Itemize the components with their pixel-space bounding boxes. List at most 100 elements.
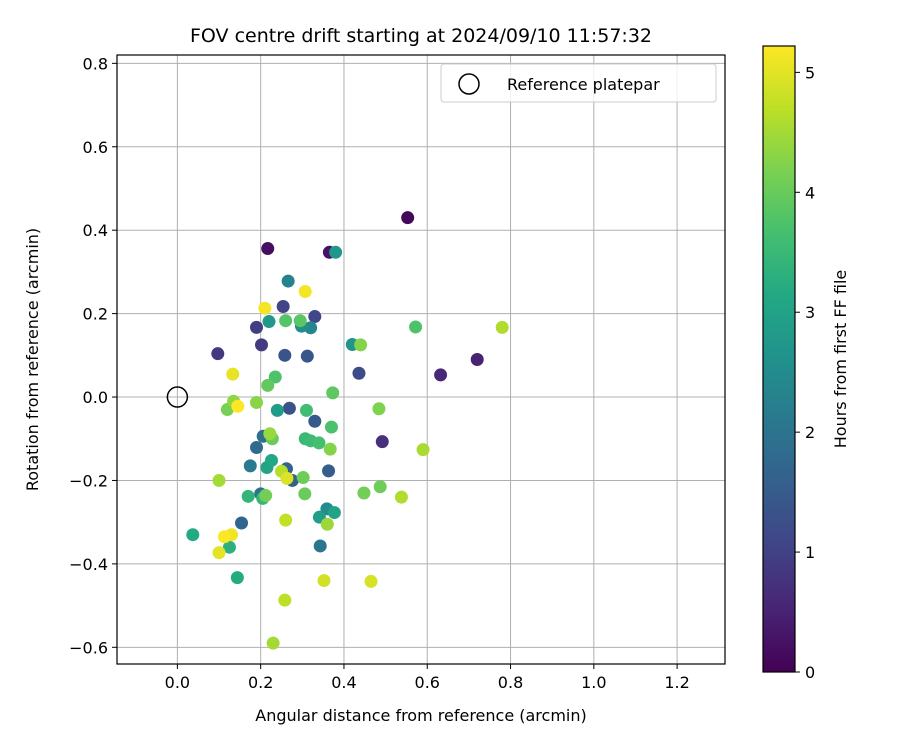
x-tick-label: 0.4: [331, 673, 356, 692]
scatter-point: [312, 436, 326, 450]
scatter-point: [241, 489, 255, 503]
colorbar-tick-label: 0: [805, 663, 815, 682]
scatter-point: [186, 528, 200, 542]
scatter-point: [299, 403, 313, 417]
scatter-point: [354, 338, 368, 352]
y-tick-label: 0.2: [83, 305, 108, 324]
scatter-point: [364, 574, 378, 588]
scatter-point: [416, 443, 430, 457]
scatter-point: [230, 571, 244, 585]
y-tick-label: 0.8: [83, 54, 108, 73]
y-axis-label: Rotation from reference (arcmin): [23, 228, 42, 491]
x-axis-label: Angular distance from reference (arcmin): [255, 706, 586, 725]
colorbar-tick-label: 4: [805, 183, 815, 202]
scatter-point: [313, 539, 327, 553]
scatter-point: [264, 453, 278, 467]
scatter-point: [282, 401, 296, 415]
scatter-point: [308, 414, 322, 428]
colorbar-tick-label: 1: [805, 543, 815, 562]
scatter-point: [281, 274, 295, 288]
scatter-point: [298, 487, 312, 501]
scatter-point: [270, 403, 284, 417]
grid: [117, 55, 725, 664]
scatter-point: [263, 427, 277, 441]
axis-ticks: 0.0 0.2 0.4 0.6 0.8 1.0 1.2 −0.6 −0.4 −0.2 0.0 0.2 0…: [69, 54, 690, 692]
scatter-point: [222, 540, 236, 554]
scatter-point: [212, 546, 226, 560]
scatter-point: [320, 517, 334, 531]
scatter-point: [296, 471, 310, 485]
colorbar-tick-label: 3: [805, 303, 815, 322]
y-tick-label: 0.6: [83, 138, 108, 157]
y-tick-label: 0.4: [83, 221, 108, 240]
scatter-point: [250, 441, 264, 455]
scatter-point: [259, 488, 273, 502]
scatter-point: [250, 320, 264, 334]
scatter-point: [255, 338, 269, 352]
scatter-point: [300, 349, 314, 363]
scatter-point: [268, 370, 282, 384]
scatter-point: [278, 348, 292, 362]
scatter-point: [298, 285, 312, 299]
scatter-point: [262, 315, 276, 329]
colorbar-tick-label: 2: [805, 423, 815, 442]
scatter-point: [279, 513, 293, 527]
x-tick-label: 1.0: [581, 673, 606, 692]
scatter-point: [276, 300, 290, 314]
scatter-point: [217, 530, 231, 544]
scatter-point: [394, 490, 408, 504]
chart-title: FOV centre drift starting at 2024/09/10 …: [190, 25, 652, 47]
scatter-point: [293, 314, 307, 328]
y-tick-label: −0.2: [69, 471, 108, 490]
axes-frame: [116, 54, 726, 665]
y-tick-label: 0.0: [83, 388, 108, 407]
legend-reference-marker: [458, 73, 480, 95]
reference-marker-layer: [166, 386, 189, 408]
scatter-point: [327, 506, 341, 520]
scatter-point: [323, 442, 337, 456]
x-tick-label: 0.2: [248, 673, 273, 692]
scatter-point: [250, 395, 264, 409]
scatter-point: [226, 367, 240, 381]
scatter-points: [186, 211, 509, 650]
y-tick-label: −0.4: [69, 555, 108, 574]
scatter-point: [308, 310, 322, 324]
scatter-point: [372, 402, 386, 416]
scatter-point: [434, 368, 448, 382]
scatter-point: [324, 420, 338, 434]
scatter-point: [329, 245, 343, 259]
scatter-point: [470, 353, 484, 366]
scatter-point: [243, 459, 257, 473]
scatter-point: [266, 636, 280, 650]
x-tick-label: 0.0: [165, 673, 190, 692]
scatter-point: [212, 473, 226, 487]
colorbar-ticks: 0 1 2 3 4 5: [795, 63, 815, 682]
scatter-point: [401, 211, 415, 225]
y-tick-label: −0.6: [69, 638, 108, 657]
scatter-point: [326, 386, 340, 400]
x-tick-label: 0.6: [415, 673, 440, 692]
scatter-point: [261, 378, 275, 392]
colorbar-label: Hours from first FF file: [831, 270, 850, 449]
scatter-point: [261, 242, 275, 256]
scatter-point: [495, 320, 509, 334]
x-tick-label: 0.8: [498, 673, 523, 692]
scatter-point: [278, 593, 292, 607]
scatter-point: [231, 399, 245, 413]
x-tick-label: 1.2: [664, 673, 689, 692]
scatter-point: [375, 435, 389, 449]
scatter-point: [258, 301, 272, 315]
colorbar-tick-label: 5: [805, 63, 815, 82]
reference-platepar-marker: [166, 386, 189, 408]
legend-box: [440, 63, 717, 103]
scatter-point: [352, 366, 366, 380]
scatter-point: [279, 314, 293, 328]
scatter-point: [357, 486, 371, 500]
scatter-point: [409, 320, 423, 334]
legend: Reference platepar: [440, 63, 717, 103]
scatter-point: [322, 464, 336, 478]
colorbar-gradient: [762, 45, 796, 673]
scatter-point: [211, 347, 225, 361]
